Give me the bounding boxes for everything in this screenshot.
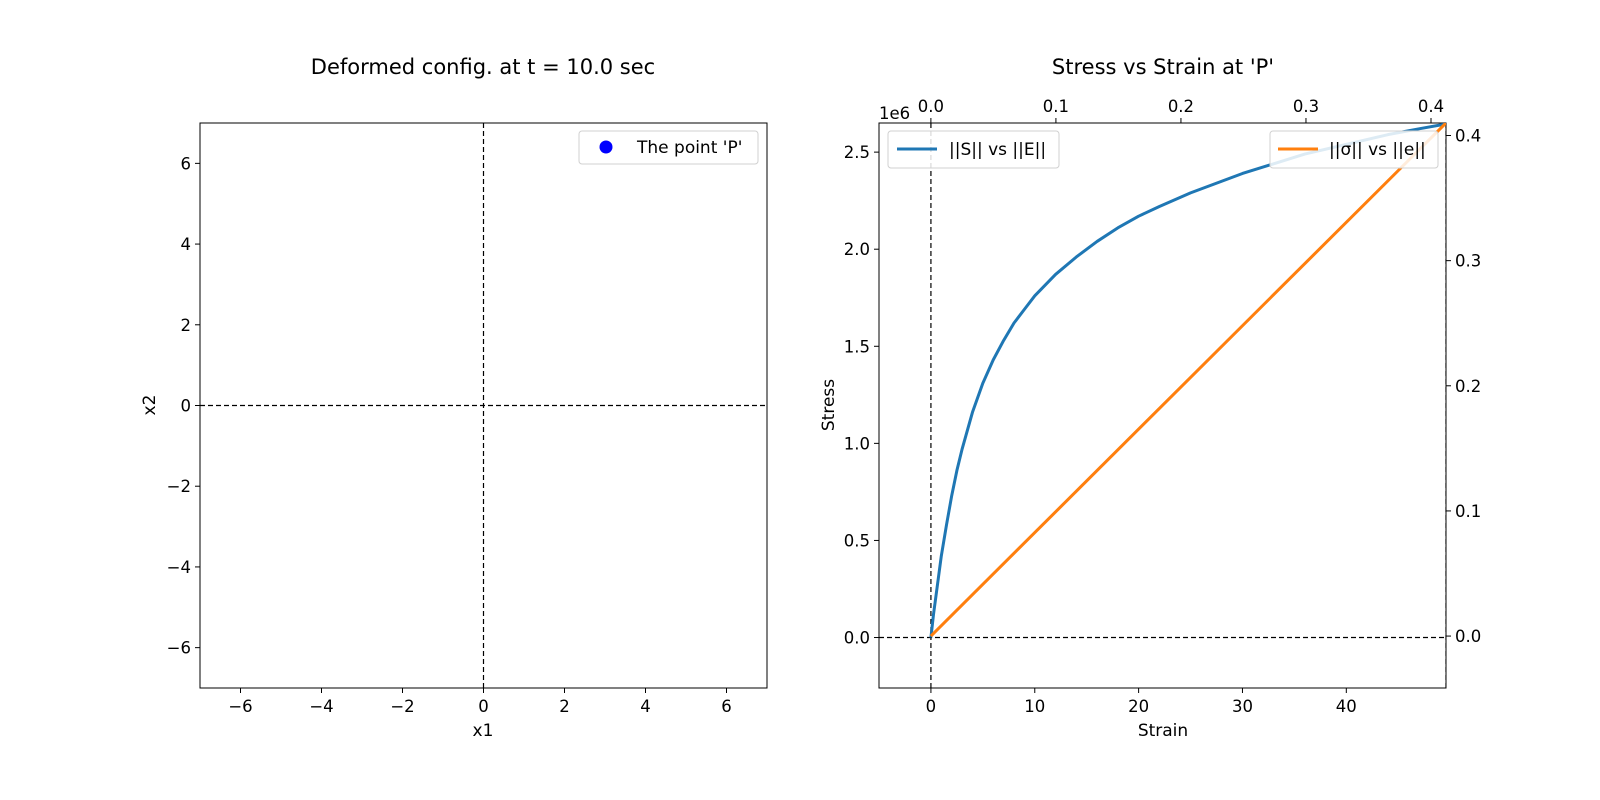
right-y-tick-label: 0.0: [844, 629, 870, 648]
legend-label-point-p: The point 'P': [636, 138, 742, 158]
right-secondary-y-tick-label: 0.1: [1455, 502, 1481, 521]
left-y-tick-label: 0: [181, 397, 192, 416]
left-x-tick-label: −2: [390, 697, 414, 716]
right-x-tick-label: 20: [1128, 697, 1149, 716]
right-top-x-tick-label: 0.3: [1293, 97, 1319, 116]
right-top-x-axis: 0.0 0.1 0.2 0.3 0.4: [918, 97, 1444, 123]
left-y-tick-label: −4: [167, 558, 191, 577]
left-x-tick-label: 4: [640, 697, 651, 716]
left-x-tick-label: 2: [559, 697, 570, 716]
right-legend-right-box: [1269, 130, 1439, 169]
series-line-sigma-vs-e: [929, 123, 1446, 638]
left-y-axis: −6 −4 −2 0 2 4 6: [167, 154, 200, 658]
right-secondary-y-tick-label: 0.2: [1455, 377, 1481, 396]
left-y-tick-label: −2: [167, 477, 191, 496]
left-x-tick-label: −4: [309, 697, 333, 716]
right-y-tick-label: 1.0: [844, 434, 870, 453]
left-x-tick-label: 6: [721, 697, 732, 716]
right-x-tick-label: 30: [1232, 697, 1253, 716]
right-top-x-tick-label: 0.2: [1168, 97, 1194, 116]
left-subplot: Deformed config. at t = 10.0 sec −6 −4 −2 0…: [140, 55, 768, 741]
legend-label-S-vs-E: ||S|| vs ||E||: [949, 140, 1046, 160]
left-chart-title: Deformed config. at t = 10.0 sec: [311, 55, 655, 79]
left-x-axis-label: x1: [473, 721, 494, 741]
right-top-x-tick-label: 0.4: [1418, 97, 1444, 116]
right-x-axis-label: Strain: [1138, 721, 1188, 741]
right-legend-left: ||S|| vs ||E||: [887, 130, 1060, 169]
right-legend-left-box: [887, 130, 1060, 169]
right-secondary-y-tick-label: 0.0: [1455, 627, 1481, 646]
right-y-tick-label: 2.0: [844, 240, 870, 259]
right-left-y-axis: 0.0 0.5 1.0 1.5 2.0 2.5: [844, 143, 879, 648]
right-bottom-x-axis: 0 10 20 30 40: [926, 688, 1357, 716]
right-y-tick-label: 1.5: [844, 337, 870, 356]
left-y-tick-label: 6: [181, 154, 192, 173]
right-chart-title: Stress vs Strain at 'P': [1052, 55, 1274, 79]
y-offset-text: 1e6: [879, 104, 910, 123]
left-y-tick-label: 4: [181, 235, 192, 254]
right-subplot: Stress vs Strain at 'P' 0 10 20 30 40 0.0 0.5…: [819, 55, 1481, 741]
left-x-tick-label: −6: [228, 697, 252, 716]
right-x-tick-label: 0: [926, 697, 937, 716]
right-top-x-tick-label: 0.1: [1043, 97, 1069, 116]
left-y-axis-label: x2: [140, 395, 160, 416]
right-legend-right: ||σ|| vs ||e||: [1269, 130, 1439, 169]
right-secondary-y-tick-label: 0.4: [1455, 127, 1481, 146]
left-y-tick-label: 2: [181, 316, 192, 335]
right-x-tick-label: 40: [1336, 697, 1357, 716]
left-x-tick-label: 0: [478, 697, 489, 716]
right-y-tick-label: 2.5: [844, 143, 870, 162]
right-right-y-axis: 0.0 0.1 0.2 0.3 0.4: [1446, 127, 1481, 646]
right-x-tick-label: 10: [1024, 697, 1045, 716]
left-legend-box: [578, 130, 759, 165]
legend-marker-point-p: [599, 140, 613, 154]
left-legend: The point 'P': [578, 130, 759, 165]
right-secondary-y-tick-label: 0.3: [1455, 252, 1481, 271]
right-y-tick-label: 0.5: [844, 531, 870, 550]
right-y-axis-label: Stress: [819, 379, 839, 431]
left-y-tick-label: −6: [167, 639, 191, 658]
right-top-x-tick-label: 0.0: [918, 97, 944, 116]
left-x-axis: −6 −4 −2 0 2 4 6: [228, 688, 732, 716]
legend-label-sigma-vs-e: ||σ|| vs ||e||: [1329, 140, 1426, 160]
